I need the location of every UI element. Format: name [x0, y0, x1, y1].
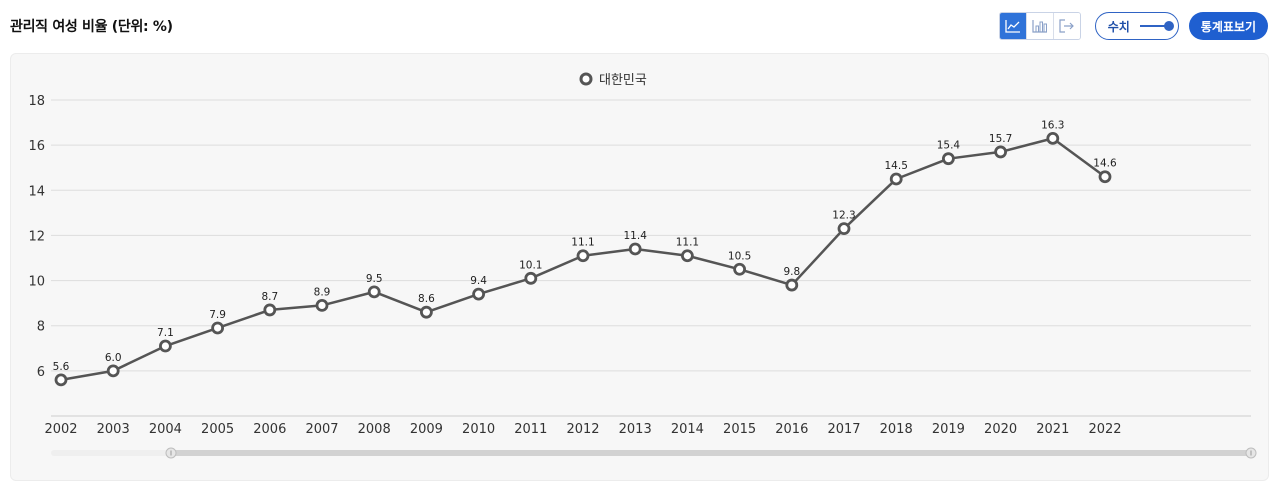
data-point — [994, 145, 1007, 159]
data-point — [681, 249, 694, 263]
data-point — [785, 278, 799, 292]
x-tick-label: 2004 — [149, 422, 182, 437]
data-point — [367, 285, 381, 299]
data-point — [628, 242, 642, 256]
data-point — [158, 339, 172, 353]
x-tick-label: 2006 — [253, 422, 286, 437]
data-point — [106, 364, 120, 378]
value-toggle-label: 수치 — [1107, 19, 1130, 34]
data-point — [733, 262, 746, 276]
data-label: 11.4 — [624, 230, 648, 242]
data-label: 9.8 — [783, 266, 800, 278]
data-label: 10.1 — [519, 259, 542, 271]
toggle-track — [1139, 21, 1174, 31]
x-tick-label: 2003 — [97, 422, 130, 437]
data-label: 5.6 — [53, 361, 70, 373]
data-label: 8.9 — [314, 286, 331, 298]
stat-table-button[interactable]: 통계표보기 — [1188, 12, 1268, 40]
data-point — [1098, 170, 1112, 184]
data-label: 7.1 — [157, 327, 174, 339]
data-label: 12.3 — [832, 210, 855, 222]
data-label: 8.7 — [261, 291, 278, 303]
y-tick-label: 14 — [28, 184, 45, 199]
data-label: 9.5 — [366, 273, 383, 285]
line-chart-button[interactable] — [999, 13, 1026, 39]
value-toggle[interactable]: 수치 — [1094, 12, 1179, 40]
data-label: 11.1 — [676, 237, 699, 249]
x-tick-label: 2011 — [514, 422, 547, 437]
data-point — [889, 172, 903, 186]
range-slider-selection[interactable] — [171, 450, 1251, 456]
data-label: 15.4 — [937, 140, 961, 152]
line-chart-icon — [1005, 20, 1020, 33]
x-tick-label: 2008 — [358, 422, 391, 437]
chart-toolbar: 수치 통계표보기 — [998, 12, 1268, 40]
data-label: 8.6 — [418, 293, 435, 305]
data-point — [1046, 131, 1060, 145]
data-point — [576, 249, 590, 263]
x-tick-label: 2019 — [932, 422, 965, 437]
x-tick-label: 2015 — [723, 422, 756, 437]
bar-chart-icon — [1032, 20, 1047, 33]
x-tick-label: 2005 — [201, 422, 234, 437]
data-label: 11.1 — [571, 237, 594, 249]
x-tick-label: 2016 — [775, 422, 808, 437]
x-tick-label: 2018 — [880, 422, 913, 437]
data-point — [54, 373, 68, 387]
data-label: 6.0 — [105, 352, 122, 364]
data-point — [942, 152, 955, 166]
x-tick-label: 2013 — [619, 422, 652, 437]
y-tick-label: 10 — [28, 275, 45, 290]
y-tick-label: 18 — [28, 94, 45, 109]
chart-panel: 6 8 10 12 14 16 18 2002 2003 2004 2005 2006 2007 2008… — [10, 53, 1269, 481]
x-tick-label: 2007 — [305, 422, 338, 437]
legend-label: 대한민국 — [599, 73, 647, 88]
export-button[interactable] — [1052, 13, 1080, 39]
y-tick-label: 16 — [28, 139, 45, 154]
x-tick-label: 2014 — [671, 422, 704, 437]
chart-title: 관리직 여성 비율 (단위: %) — [10, 19, 173, 35]
x-tick-label: 2002 — [44, 422, 77, 437]
x-tick-label: 2017 — [827, 422, 860, 437]
x-tick-label: 2010 — [462, 422, 495, 437]
data-point — [315, 298, 329, 312]
data-label: 7.9 — [209, 309, 226, 321]
data-label: 10.5 — [728, 250, 751, 262]
data-point — [211, 321, 225, 335]
y-tick-label: 6 — [37, 365, 45, 380]
data-label: 14.5 — [885, 160, 908, 172]
x-tick-label: 2009 — [410, 422, 443, 437]
x-tick-label: 2020 — [984, 422, 1017, 437]
data-point — [419, 305, 433, 319]
toggle-knob — [1163, 21, 1174, 31]
x-tick-label: 2022 — [1088, 422, 1121, 437]
bar-chart-button[interactable] — [1025, 13, 1053, 39]
data-point — [472, 287, 486, 301]
data-point — [524, 271, 538, 285]
data-point — [837, 222, 851, 236]
line-chart: 6 8 10 12 14 16 18 2002 2003 2004 2005 2006 2007 2008… — [28, 72, 1257, 459]
data-label: 9.4 — [470, 275, 487, 287]
data-label: 15.7 — [989, 133, 1012, 145]
legend-marker — [579, 72, 593, 86]
data-label: 16.3 — [1041, 119, 1064, 131]
x-tick-label: 2012 — [566, 422, 599, 437]
chart-type-group — [998, 12, 1081, 40]
y-tick-label: 8 — [37, 320, 45, 335]
x-tick-label: 2021 — [1036, 422, 1069, 437]
export-icon — [1059, 19, 1074, 33]
data-point — [263, 303, 277, 317]
data-label: 14.6 — [1093, 158, 1117, 170]
y-tick-label: 12 — [28, 229, 45, 244]
